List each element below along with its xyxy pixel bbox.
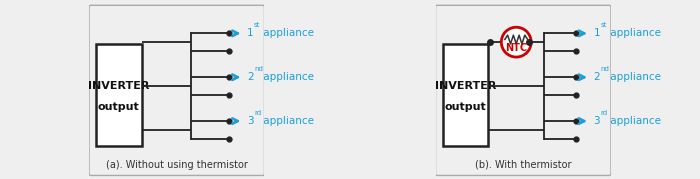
Text: (b). With thermistor: (b). With thermistor <box>475 160 571 170</box>
Text: st: st <box>601 23 607 28</box>
Text: NTC: NTC <box>505 43 527 53</box>
Text: appliance: appliance <box>607 28 661 38</box>
Text: output: output <box>98 102 140 112</box>
FancyBboxPatch shape <box>89 5 265 175</box>
FancyBboxPatch shape <box>96 44 141 146</box>
Text: nd: nd <box>254 66 262 72</box>
Circle shape <box>501 27 531 57</box>
Text: 3: 3 <box>247 116 253 126</box>
Text: appliance: appliance <box>260 72 314 82</box>
Text: INVERTER: INVERTER <box>435 81 496 91</box>
Text: rd: rd <box>601 110 608 116</box>
Text: 3: 3 <box>594 116 600 126</box>
Text: appliance: appliance <box>607 116 661 126</box>
Text: 1: 1 <box>594 28 600 38</box>
Text: 2: 2 <box>594 72 600 82</box>
Text: INVERTER: INVERTER <box>88 81 150 91</box>
Text: rd: rd <box>254 110 261 116</box>
Text: st: st <box>254 23 260 28</box>
FancyBboxPatch shape <box>442 44 488 146</box>
Text: 1: 1 <box>247 28 253 38</box>
FancyBboxPatch shape <box>435 5 611 175</box>
Text: appliance: appliance <box>260 28 314 38</box>
Text: 2: 2 <box>247 72 253 82</box>
Text: (a). Without using thermistor: (a). Without using thermistor <box>106 160 248 170</box>
Text: appliance: appliance <box>607 72 661 82</box>
Text: output: output <box>444 102 486 112</box>
Text: nd: nd <box>601 66 609 72</box>
Text: appliance: appliance <box>260 116 314 126</box>
